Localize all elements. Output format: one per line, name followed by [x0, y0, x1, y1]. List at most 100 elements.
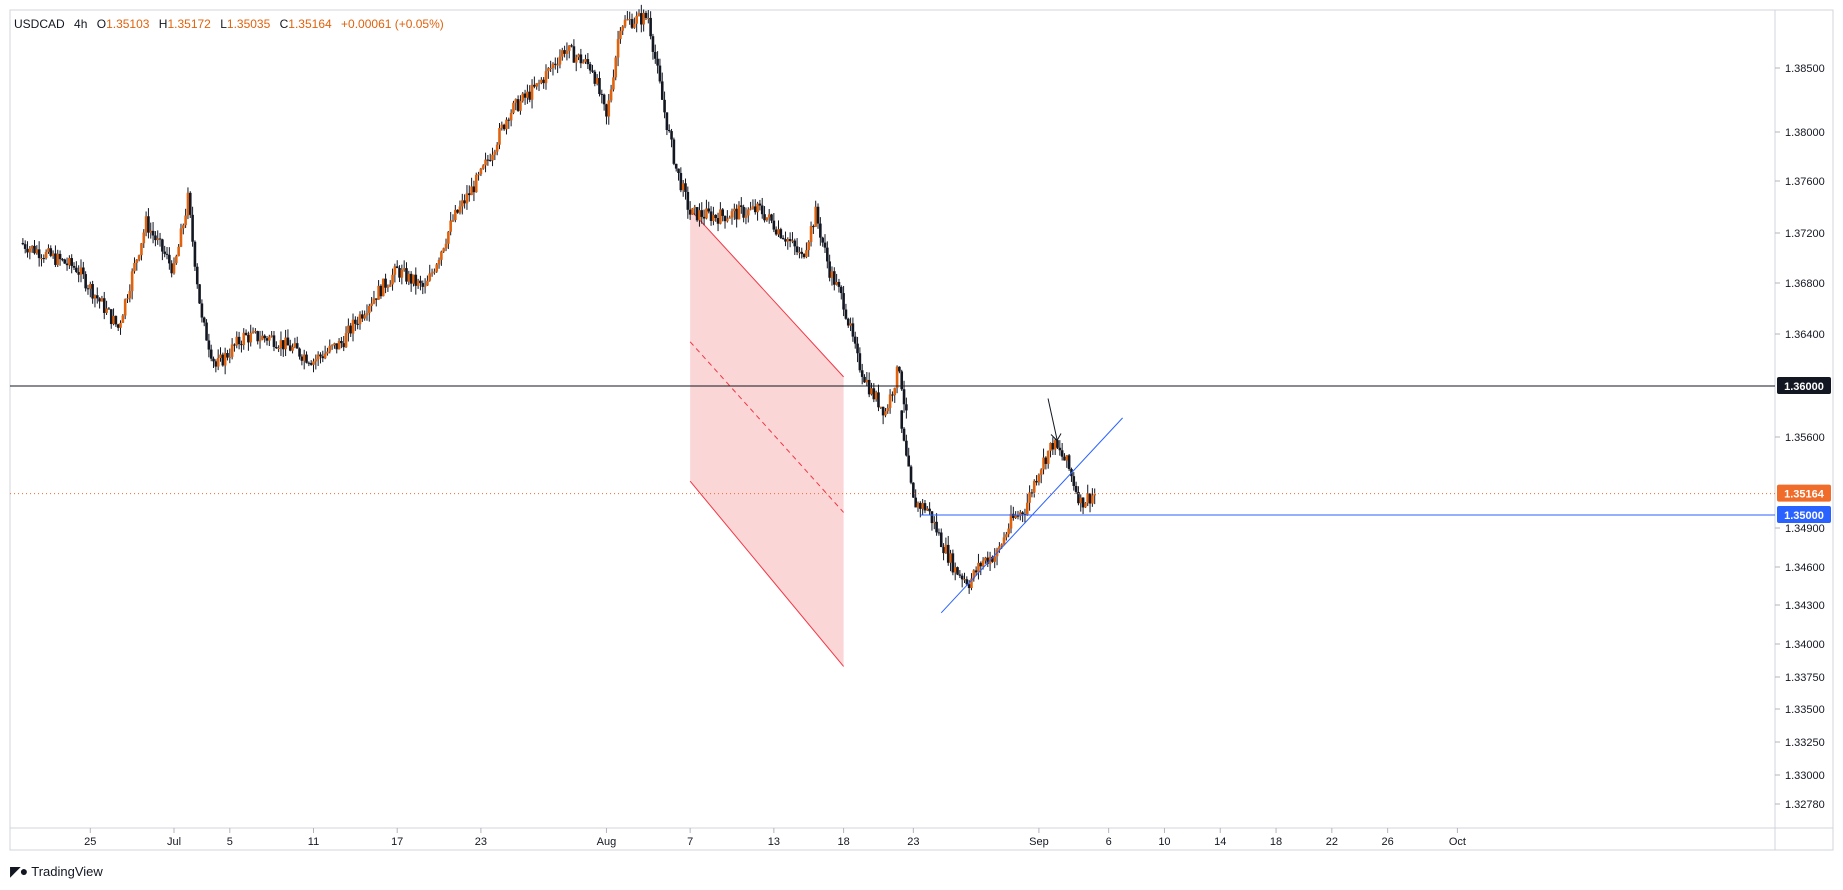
candle-body-up	[509, 112, 513, 121]
candle-body-down	[516, 99, 520, 111]
tradingview-logo-icon: ◤●	[10, 863, 28, 879]
candle-body-up	[128, 291, 132, 299]
candle-body-up	[312, 361, 315, 365]
candle-body-down	[651, 36, 655, 52]
candle	[437, 257, 441, 269]
candle-body-up	[344, 333, 348, 348]
candle-body-down	[107, 308, 111, 310]
candle-body-down	[1077, 491, 1080, 504]
price-badge-blue[interactable]: 1.35000	[1777, 506, 1831, 523]
candle-body-up	[435, 264, 439, 272]
candle	[119, 320, 122, 335]
open-value: 1.35103	[106, 17, 150, 31]
candle-body-up	[540, 79, 543, 83]
candle-body-down	[23, 244, 27, 249]
candle	[398, 265, 401, 283]
candle	[751, 199, 755, 210]
price-badge-black[interactable]: 1.36000	[1777, 377, 1831, 394]
candle	[191, 206, 194, 247]
ascending-trendline[interactable]	[940, 417, 1123, 614]
candle-body-down	[823, 242, 827, 248]
candle-body-down	[205, 322, 208, 341]
candle	[214, 359, 218, 373]
low-label: L	[220, 17, 227, 31]
channel-mid-line[interactable]	[689, 341, 844, 513]
candle	[502, 123, 506, 131]
candle	[170, 260, 173, 278]
candle	[849, 317, 852, 332]
price-axis[interactable]: 1.38500 1.38000 1.37600 1.37200 1.36800 1.364…	[1775, 63, 1831, 811]
candle-body-down	[900, 410, 904, 429]
candle	[570, 43, 573, 48]
time-axis[interactable]: 25 Jul 5 11 17 23 Aug 7 13 18 23 Sep 6 10 14 18 22 26 Oct	[84, 828, 1466, 848]
regression-channel-fill[interactable]	[690, 209, 844, 667]
candle	[474, 172, 478, 193]
candle-body-down	[967, 584, 971, 589]
candle	[721, 207, 724, 222]
annotation-arrow-icon[interactable]	[1047, 398, 1058, 440]
candle	[51, 250, 55, 259]
tradingview-brand[interactable]: ◤● TradingView	[10, 863, 103, 880]
candle	[858, 347, 862, 373]
candle-body-down	[554, 63, 557, 65]
candle-body-up	[228, 356, 232, 358]
candle	[314, 354, 318, 370]
price-badge-label: 1.35164	[1784, 489, 1825, 501]
candle	[126, 294, 129, 303]
candle-body-down	[109, 309, 113, 325]
candle-body-down	[816, 206, 820, 224]
candle	[837, 278, 841, 293]
candle-body-up	[556, 64, 559, 66]
candle	[212, 356, 215, 368]
interval-label[interactable]: 4h	[74, 17, 88, 31]
candle	[881, 406, 885, 425]
symbol-name[interactable]: USDCAD	[14, 17, 65, 31]
candle-body-up	[551, 63, 555, 68]
candle-body-up	[628, 19, 631, 21]
candle-body-up	[368, 305, 371, 314]
candle	[54, 245, 57, 268]
candle	[335, 343, 339, 354]
channel-upper-line[interactable]	[689, 209, 844, 378]
plot-area[interactable]	[9, 9, 1776, 829]
x-tick-label: 10	[1158, 836, 1170, 848]
candle-body-up	[412, 274, 415, 284]
candle	[819, 217, 822, 246]
candle-body-down	[342, 343, 346, 348]
y-tick-label: 1.33500	[1785, 704, 1825, 716]
price-badge-orange[interactable]: 1.35164	[1777, 484, 1831, 502]
candle-body-up	[963, 579, 966, 581]
candle	[298, 347, 301, 360]
candle-body-up	[216, 357, 220, 367]
candle-body-down	[1016, 515, 1020, 517]
candle-body-up	[93, 295, 97, 299]
candle	[507, 117, 511, 129]
candle-body-up	[40, 258, 43, 260]
candle-body-up	[981, 560, 985, 567]
candle	[651, 33, 655, 60]
candle	[740, 197, 743, 214]
channel-lower-line[interactable]	[689, 480, 844, 667]
candle	[486, 155, 490, 166]
candle-body-up	[251, 331, 255, 333]
candle	[912, 482, 915, 498]
candle-body-up	[407, 273, 411, 282]
candle-body-up	[633, 23, 636, 28]
candle-body-up	[149, 230, 153, 233]
candle-body-up	[219, 354, 222, 358]
candle	[72, 262, 76, 271]
candle-body-up	[767, 214, 771, 218]
candle-body-up	[1028, 492, 1031, 503]
candle	[354, 316, 357, 331]
candle	[340, 336, 343, 349]
candle-body-down	[851, 323, 855, 337]
candle	[21, 238, 25, 246]
candle	[665, 112, 669, 136]
candle-body-down	[195, 266, 199, 285]
candle	[147, 208, 150, 239]
candle-body-up	[426, 280, 429, 286]
candle	[388, 280, 392, 287]
candle-body-up	[1065, 455, 1069, 461]
candle	[991, 555, 994, 563]
